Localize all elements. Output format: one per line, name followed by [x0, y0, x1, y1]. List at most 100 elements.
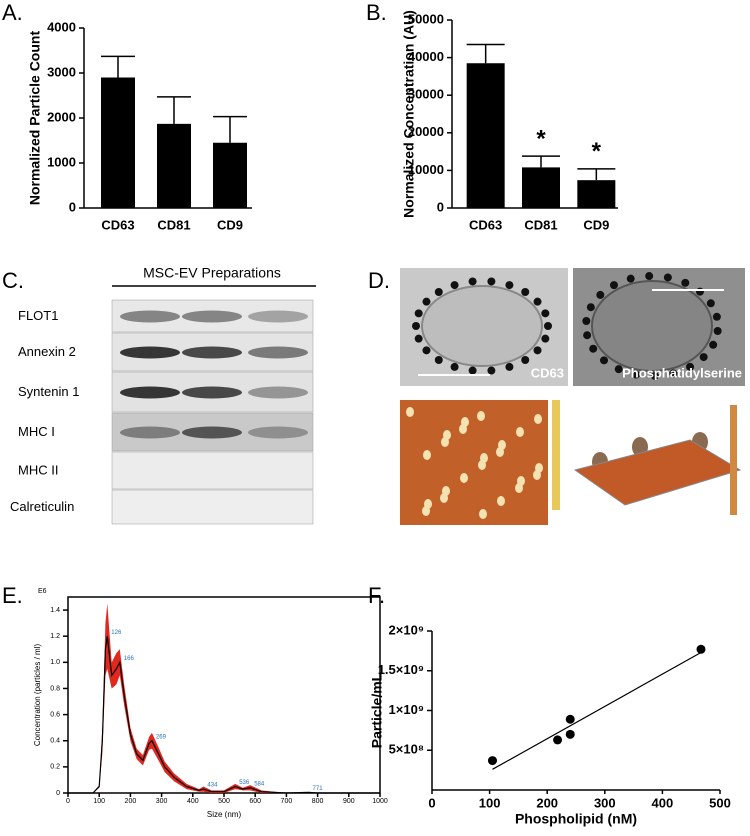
gold-particle: [450, 281, 459, 290]
plot-frame: [67, 596, 381, 794]
blot-band: [248, 310, 308, 323]
point: [553, 735, 563, 745]
panel-label: A.: [2, 0, 23, 25]
fit-line: [492, 651, 702, 770]
y-tick-label: 0: [437, 199, 444, 214]
gold-particle: [414, 309, 423, 318]
y-tick-label: 1.4: [50, 607, 60, 614]
blot-band: [182, 346, 242, 359]
blot-row-label: Calreticulin: [10, 499, 74, 514]
bar: [577, 180, 616, 208]
blot-row-label: MHC II: [18, 462, 58, 477]
panel-label: E.: [2, 583, 23, 608]
blot-row-label: Annexin 2: [18, 344, 76, 359]
gold-particle: [709, 340, 718, 349]
x-tick-label: CD81: [157, 217, 190, 232]
gold-particle: [544, 322, 552, 330]
afm-feature: [479, 509, 487, 519]
y-axis-title: Particle/mL: [369, 672, 385, 748]
x-tick-label: 200: [125, 798, 137, 805]
y-tick-label: 2000: [47, 109, 76, 124]
gold-particle: [541, 309, 550, 318]
afm-colorbar: [552, 400, 560, 510]
afm-colorbar: [730, 405, 737, 515]
gold-particle: [713, 326, 722, 335]
gold-particle: [505, 362, 514, 371]
panel-label: C.: [2, 268, 24, 293]
gold-particle: [645, 272, 654, 281]
point: [565, 714, 575, 724]
y-tick-label: 1×10⁹: [389, 702, 424, 717]
x-tick-label: CD9: [217, 217, 243, 232]
panel-label: D.: [368, 268, 390, 293]
bar: [101, 77, 135, 208]
gold-particle: [422, 297, 431, 306]
y-tick-label: 10000: [408, 162, 444, 177]
gold-particle: [706, 299, 715, 308]
y-tick-label: 20000: [408, 124, 444, 139]
afm-feature: [440, 493, 448, 503]
blot-band: [182, 310, 242, 323]
gold-particle: [414, 334, 423, 343]
gold-particle: [669, 369, 678, 378]
y-multiplier: E6: [38, 588, 47, 595]
x-tick-label: 800: [312, 798, 324, 805]
peak-label: 536: [239, 780, 250, 786]
image-label: CD63: [531, 365, 564, 380]
x-tick-label: 200: [536, 795, 558, 810]
gold-particle: [699, 353, 708, 362]
gold-particle: [583, 331, 592, 340]
afm-image: [400, 400, 548, 525]
panel-label: B.: [366, 0, 387, 25]
blot-row-label: FLOT1: [18, 308, 58, 323]
afm-feature: [516, 427, 524, 437]
x-tick-label: 400: [652, 795, 674, 810]
peak-label: 166: [124, 656, 135, 662]
vesicle: [421, 285, 543, 367]
peak-label: 434: [207, 783, 218, 789]
y-tick-label: 1.2: [50, 633, 60, 640]
x-tick-label: CD9: [583, 217, 609, 232]
gold-particle: [541, 334, 550, 343]
x-tick-label: 400: [187, 798, 199, 805]
x-tick-label: 300: [156, 798, 168, 805]
y-tick-label: 50000: [408, 11, 444, 26]
vesicle: [591, 280, 713, 372]
afm-feature: [534, 414, 542, 424]
afm-feature: [497, 496, 505, 506]
blot-band: [182, 386, 242, 399]
blot-header: MSC-EV Preparations: [143, 265, 281, 281]
gold-particle: [521, 356, 530, 365]
blot-row: [111, 451, 314, 490]
blot-row-label: MHC I: [18, 424, 55, 439]
x-tick-label: 0: [428, 795, 435, 810]
gold-particle: [450, 362, 459, 371]
gold-particle: [468, 277, 477, 286]
x-tick-label: 500: [709, 795, 731, 810]
image-label: Phosphatidylserine: [622, 365, 742, 380]
x-tick-label: CD81: [524, 217, 557, 232]
afm-feature: [515, 483, 523, 493]
y-tick-label: 1000: [47, 154, 76, 169]
x-tick-label: 100: [479, 795, 501, 810]
blot-band: [248, 346, 308, 359]
y-tick-label: 5×10⁸: [389, 742, 424, 757]
gold-particle: [609, 281, 618, 290]
x-tick-label: 100: [93, 798, 105, 805]
x-tick-label: 0: [66, 798, 70, 805]
y-axis-title: Normalized Particle Count: [27, 31, 43, 206]
x-tick-label: 900: [343, 798, 355, 805]
gold-particle: [614, 365, 623, 374]
point: [565, 729, 575, 739]
blot-band: [120, 386, 180, 399]
y-tick-label: 0.4: [50, 738, 60, 745]
gold-particle: [505, 281, 514, 290]
blot-band: [248, 386, 308, 399]
y-tick-label: 30000: [408, 87, 444, 102]
y-axis-title: Normalized Concentration (AU): [401, 10, 417, 218]
significance-marker: *: [592, 138, 602, 165]
gold-particle: [626, 274, 635, 283]
blot-band: [182, 426, 242, 439]
afm-feature: [441, 437, 449, 447]
y-tick-label: 0.8: [50, 685, 60, 692]
